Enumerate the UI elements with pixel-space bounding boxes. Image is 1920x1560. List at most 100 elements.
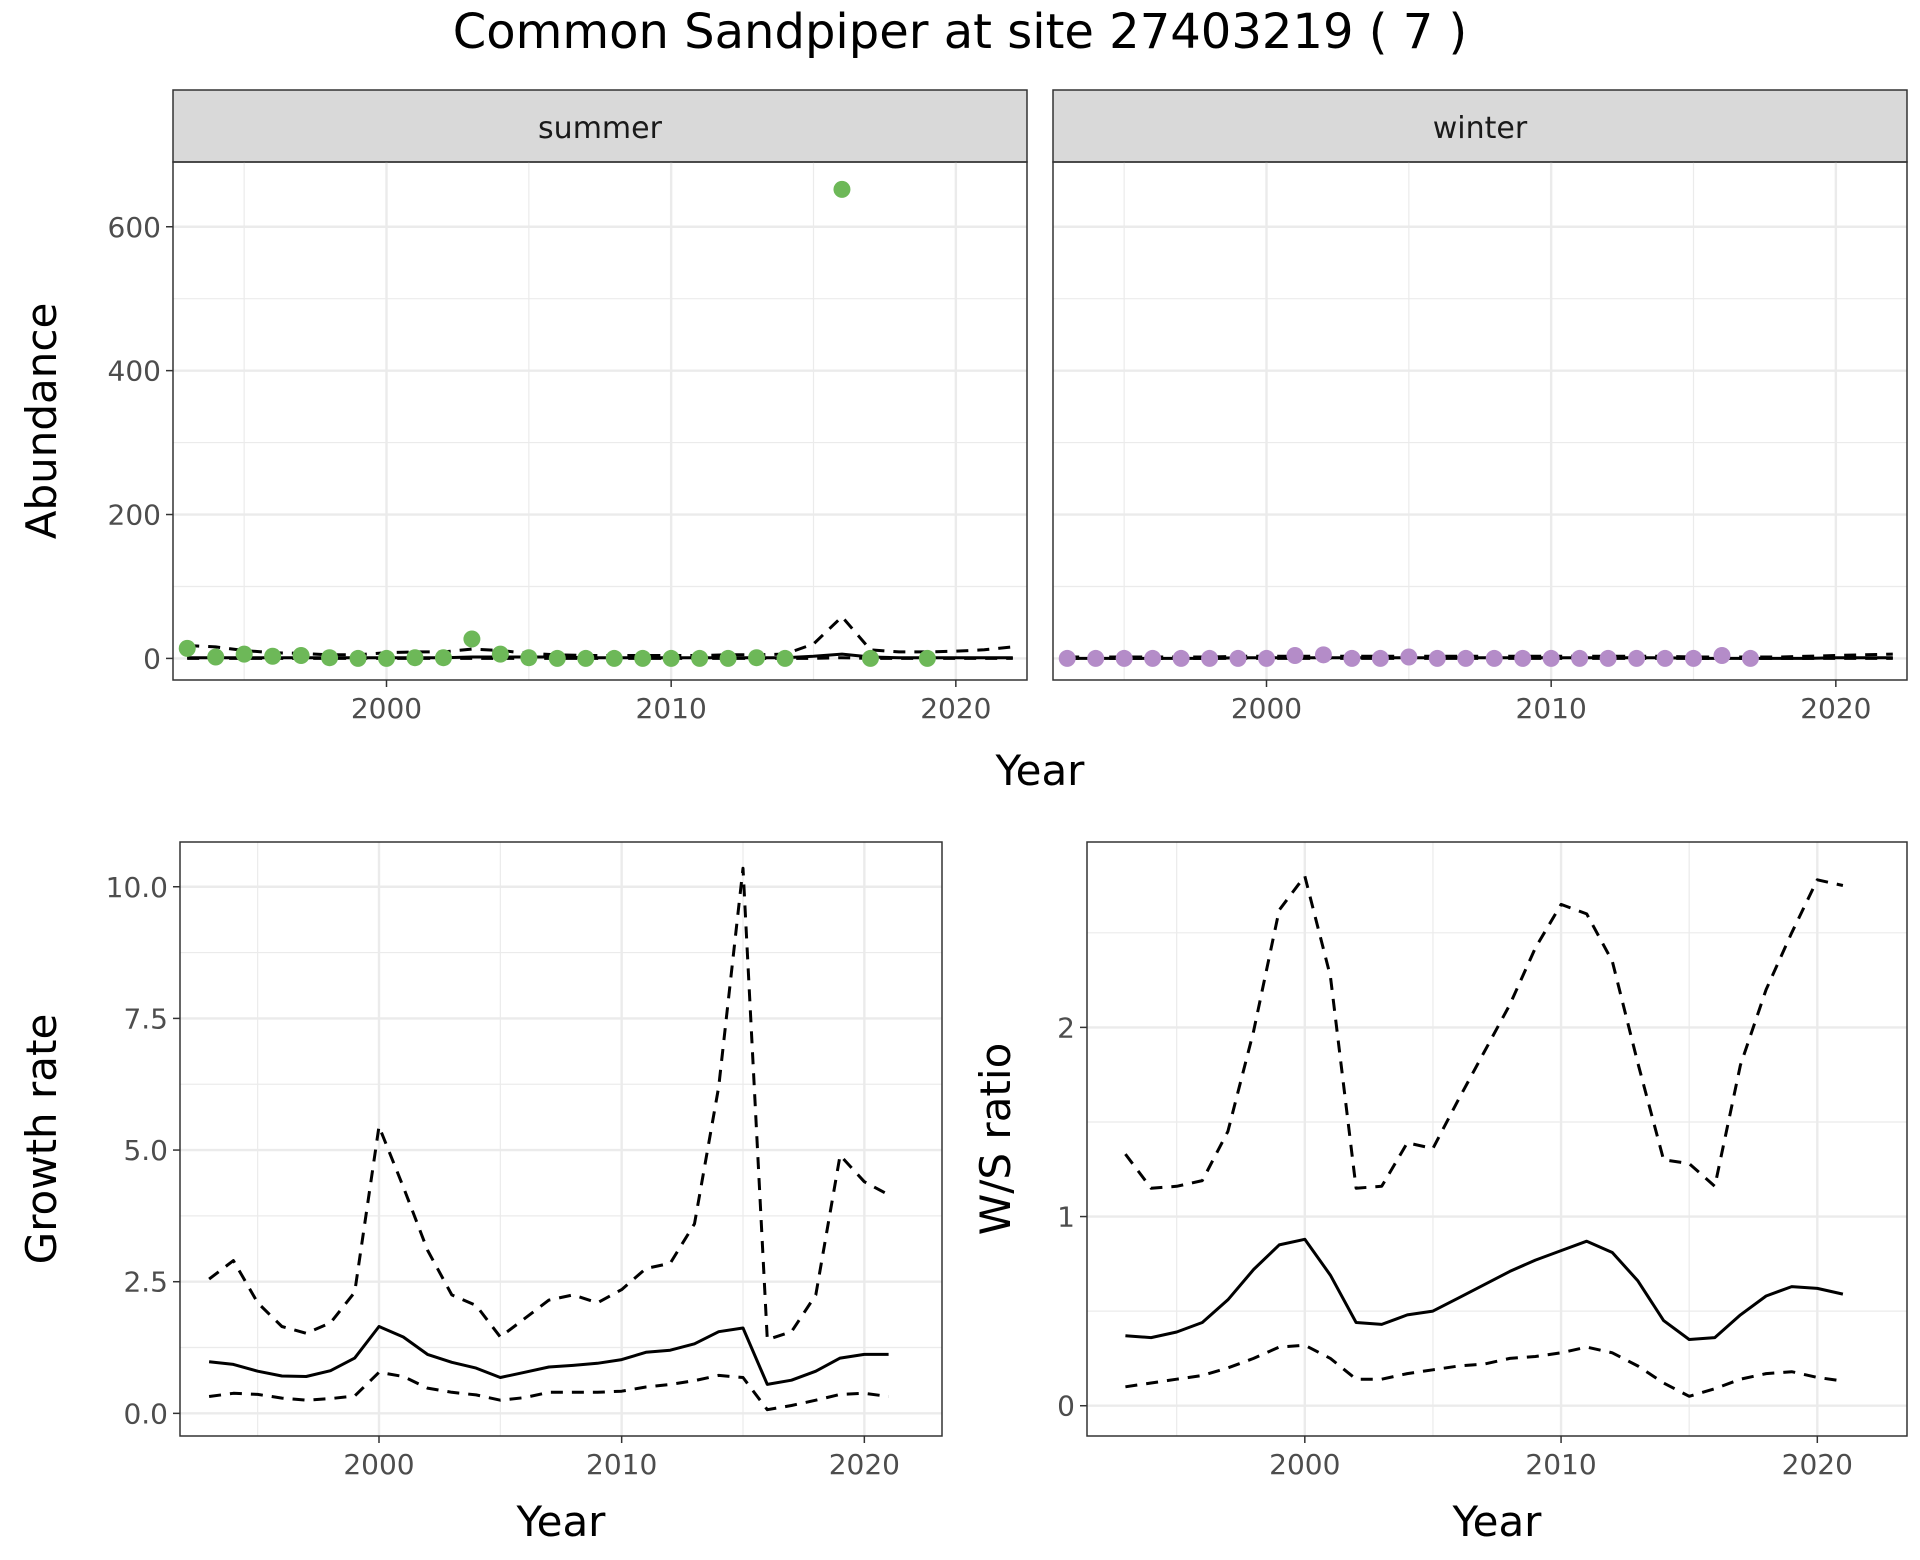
summer-y-ticks: 0 200 400 600 <box>108 211 173 675</box>
summer-point <box>406 649 424 667</box>
summer-point <box>264 647 282 665</box>
winter-point <box>1371 649 1389 667</box>
summer-point <box>491 645 509 663</box>
summer-point <box>349 649 367 667</box>
winter-point <box>1115 649 1133 667</box>
ws-x-tick-label: 2020 <box>1782 1448 1853 1481</box>
summer-y-tick-label: 0 <box>143 642 161 675</box>
summer-point <box>235 645 253 663</box>
ws-panel-border <box>1086 841 1908 1437</box>
ws-y-tick-label: 0 <box>1057 1390 1075 1423</box>
winter-point <box>1400 648 1418 666</box>
summer-x-ticks: 2000 2010 2020 <box>351 680 991 725</box>
summer-fit-line <box>187 652 1013 660</box>
growth-x-axis-title: Year <box>516 1497 607 1546</box>
summer-x-tick-label: 2020 <box>920 692 991 725</box>
growth-y-tick-label: 2.5 <box>123 1266 168 1299</box>
winter-grid <box>1053 162 1907 680</box>
abundance-x-axis-title: Year <box>995 746 1086 795</box>
growth-panel-border <box>179 841 943 1437</box>
growth-rate-panel: 0.0 2.5 5.0 7.5 10.0 2000 2010 2020 <box>106 841 943 1481</box>
winter-point <box>1201 649 1219 667</box>
growth-x-tick-label: 2000 <box>343 1448 414 1481</box>
winter-point <box>1286 647 1304 665</box>
ws-upper-bound-line <box>1124 874 1844 1190</box>
growth-lower-bound-line <box>208 1370 889 1412</box>
summer-point <box>207 648 225 666</box>
summer-point <box>520 649 538 667</box>
growth-y-ticks: 0.0 2.5 5.0 7.5 10.0 <box>106 871 180 1430</box>
summer-point <box>292 647 310 665</box>
winter-point <box>1713 647 1731 665</box>
growth-y-axis-title: Growth rate <box>17 1014 66 1265</box>
summer-point <box>378 649 395 667</box>
summer-y-tick-label: 200 <box>108 499 161 532</box>
winter-point <box>1229 649 1247 667</box>
growth-upper-bound-line <box>208 866 890 1342</box>
ws-lower-bound-line <box>1125 1343 1844 1398</box>
summer-point <box>577 649 595 667</box>
growth-x-ticks: 2000 2010 2020 <box>343 1436 900 1481</box>
winter-point <box>1685 649 1702 667</box>
summer-point <box>662 649 680 667</box>
ws-y-ticks: 0 1 2 <box>1057 1011 1087 1423</box>
summer-x-tick-label: 2000 <box>351 692 422 725</box>
winter-point <box>1599 649 1617 667</box>
summer-grid <box>173 162 1027 680</box>
winter-point <box>1514 649 1532 667</box>
winter-strip-label: winter <box>1433 111 1528 146</box>
summer-point <box>719 649 737 667</box>
summer-point <box>321 649 339 667</box>
winter-panel-border <box>1052 161 1908 681</box>
summer-upper-bound-line <box>187 615 1013 657</box>
winter-x-ticks: 2000 2010 2020 <box>1231 680 1871 725</box>
ws-y-tick-label: 2 <box>1057 1011 1075 1044</box>
summer-point <box>605 649 623 667</box>
growth-x-tick-label: 2020 <box>829 1448 900 1481</box>
winter-series <box>1058 646 1893 667</box>
summer-y-tick-label: 600 <box>108 211 161 244</box>
summer-point <box>548 649 566 667</box>
summer-point <box>691 649 709 667</box>
ws-series <box>1124 874 1844 1398</box>
winter-point <box>1628 649 1646 667</box>
summer-x-tick-label: 2010 <box>636 692 707 725</box>
ws-x-tick-label: 2010 <box>1525 1448 1596 1481</box>
summer-point <box>634 649 652 667</box>
winter-point <box>1144 649 1162 667</box>
winter-point <box>1428 649 1446 667</box>
summer-y-tick-label: 400 <box>108 355 161 388</box>
summer-point <box>748 649 766 667</box>
growth-series <box>208 866 890 1412</box>
winter-point <box>1058 649 1076 667</box>
ws-x-tick-label: 2000 <box>1269 1448 1340 1481</box>
summer-point <box>434 649 452 667</box>
winter-panel: winter 2000 2010 2020 <box>1052 89 1908 725</box>
winter-point <box>1741 649 1759 667</box>
winter-point <box>1343 649 1361 667</box>
summer-panel: summer 0 200 400 600 2000 2010 2020 <box>108 89 1028 725</box>
winter-point <box>1314 646 1332 664</box>
winter-point <box>1172 649 1190 667</box>
growth-x-tick-label: 2010 <box>586 1448 657 1481</box>
winter-x-tick-label: 2000 <box>1231 692 1302 725</box>
ws-x-axis-title: Year <box>1452 1497 1543 1546</box>
growth-y-tick-label: 10.0 <box>106 871 168 904</box>
summer-point <box>776 649 794 667</box>
winter-x-tick-label: 2010 <box>1516 692 1587 725</box>
growth-y-tick-label: 0.0 <box>123 1397 168 1430</box>
ws-x-ticks: 2000 2010 2020 <box>1269 1436 1853 1481</box>
ws-median-line <box>1125 1237 1844 1341</box>
abundance-y-axis-title: Abundance <box>17 303 66 540</box>
summer-point <box>918 649 936 667</box>
ws-y-tick-label: 1 <box>1057 1201 1075 1234</box>
ws-grid <box>1087 842 1907 1436</box>
winter-point <box>1485 649 1503 667</box>
growth-median-line <box>208 1325 889 1386</box>
ws-y-axis-title: W/S ratio <box>971 1043 1020 1236</box>
winter-point <box>1656 649 1674 667</box>
main-title: Common Sandpiper at site 27403219 ( 7 ) <box>453 4 1468 60</box>
summer-point <box>861 649 879 667</box>
winter-point <box>1571 649 1589 667</box>
